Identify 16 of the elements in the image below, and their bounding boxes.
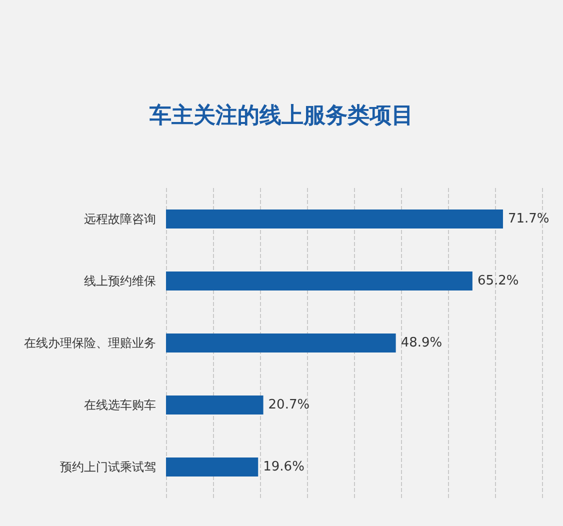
y-tick-label: 在线办理保险、理赔业务: [24, 336, 156, 350]
bar: [166, 272, 472, 290]
data-label: 20.7%: [268, 398, 310, 412]
data-label: 19.6%: [263, 460, 304, 474]
bar: [166, 334, 396, 352]
bar: [166, 396, 264, 414]
data-label: 48.9%: [400, 336, 442, 350]
y-tick-label: 线上预约维保: [84, 274, 156, 288]
y-tick-label: 在线选车购车: [84, 398, 156, 412]
chart-title: 车主关注的线上服务类项目: [148, 102, 414, 128]
bar: [166, 458, 258, 476]
data-label: 71.7%: [508, 212, 550, 226]
y-tick-label: 远程故障咨询: [84, 212, 156, 226]
bar: [166, 210, 503, 228]
y-tick-label: 预约上门试乘试驾: [60, 460, 156, 474]
data-label: 65.2%: [477, 274, 519, 288]
